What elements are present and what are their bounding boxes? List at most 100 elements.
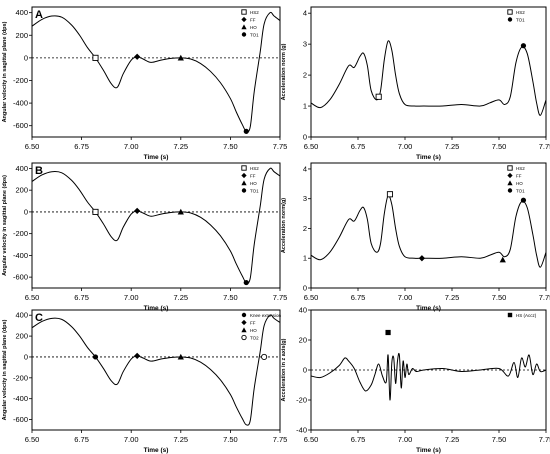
legend-label: TO1 [516, 18, 525, 23]
y-tick-label: -20 [296, 396, 307, 405]
event-marker-ff [134, 207, 141, 214]
event-marker-ff [134, 53, 141, 60]
chart-panel-1: 6.50 6.75 7.00 7.25 7.50 7.75 Time (s) 400 200 0 -… [2, 6, 288, 161]
legend-symbol [241, 165, 247, 171]
legend-symbol [507, 17, 513, 22]
legend-symbol [241, 180, 247, 186]
chart-panel-6: 6.50 6.75 7.00 7.25 7.50 7.75 Time (s) 40 20 0 -20… [281, 306, 550, 454]
event-marker-knee-extension [92, 354, 99, 360]
x-tick-label: 6.50 [304, 293, 319, 302]
y-tick-label: -600 [13, 273, 28, 282]
x-tick-label: 7.75 [539, 142, 550, 151]
x-tick-label: 7.75 [273, 142, 288, 151]
y-tick-label: 20 [299, 336, 307, 345]
x-axis-label: Time (s) [416, 154, 441, 161]
legend-label: FF [250, 321, 256, 326]
y-axis-label: Acceleration norm(g) [281, 198, 287, 253]
plot-frame [310, 162, 547, 289]
event-marker-hs-accz- [385, 329, 391, 336]
x-tick-label: 7.25 [445, 293, 460, 302]
series-line [31, 167, 281, 284]
x-tick-label: 7.75 [539, 435, 550, 444]
y-tick-label: -400 [13, 394, 28, 403]
legend-label: HS (Accz) [516, 313, 537, 318]
legend-symbol [507, 180, 513, 186]
event-marker-ff [134, 352, 141, 360]
y-tick-label: 0 [303, 284, 307, 293]
x-tick-label: 7.25 [173, 142, 188, 151]
chart-panel-4: 6.50 6.75 7.00 7.25 7.50 7.75 Time (s) 4 3 2 1 0 Acc… [281, 162, 550, 312]
event-marker-to1 [520, 43, 527, 49]
legend-symbol [507, 312, 513, 318]
y-tick-label: 2 [303, 71, 307, 80]
x-tick-label: 7.50 [492, 293, 507, 302]
legend-symbol [241, 16, 247, 23]
y-axis-label: Acceleration norm (g) [281, 43, 287, 100]
x-tick-label: 7.00 [398, 435, 413, 444]
y-tick-label: 4 [303, 9, 307, 18]
legend-symbol [241, 188, 247, 193]
x-tick-label: 7.50 [492, 435, 507, 444]
x-tick-label: 6.75 [351, 435, 366, 444]
event-marker-hs2 [92, 54, 99, 61]
legend-label: TO1 [250, 189, 259, 194]
y-tick-label: 40 [299, 306, 307, 315]
plot-frame [31, 309, 281, 431]
x-axis-label: Time (s) [144, 447, 169, 454]
y-axis-label: Angular velocity in sagittal plane (dps) [2, 319, 8, 420]
y-tick-label: 0 [24, 207, 28, 216]
x-tick-label: 7.75 [273, 435, 288, 444]
y-tick-label: 400 [15, 164, 28, 173]
legend-symbol [241, 312, 247, 318]
y-tick-label: 3 [303, 40, 307, 49]
x-axis-label: Time (s) [144, 154, 169, 161]
legend-symbol [241, 327, 247, 333]
legend-symbol [507, 172, 513, 179]
x-tick-label: 6.50 [304, 435, 319, 444]
legend-symbol [507, 188, 513, 193]
event-marker-to1 [243, 128, 249, 134]
x-tick-label: 6.75 [74, 435, 89, 444]
x-tick-label: 6.75 [74, 142, 89, 151]
x-axis-label: Time (s) [416, 447, 441, 454]
event-marker-to1 [243, 279, 249, 286]
x-tick-label: 7.00 [124, 435, 139, 444]
event-marker-to1 [520, 197, 527, 203]
legend-label: TO2 [250, 336, 259, 341]
legend-symbol [241, 24, 247, 30]
plot-frame [31, 6, 281, 138]
plot-frame [310, 6, 547, 138]
y-tick-label: -200 [13, 76, 28, 85]
chart-panel-3: 6.50 6.75 7.00 7.25 7.50 7.75 Time (s) 400 200 0 -… [2, 162, 287, 312]
legend-label: HO [250, 181, 257, 186]
legend-label: HS2 [516, 166, 525, 171]
x-tick-label: 6.50 [25, 435, 40, 444]
y-tick-label: -600 [13, 121, 28, 130]
legend-label: HO [250, 328, 257, 333]
y-tick-label: 400 [15, 311, 28, 320]
y-tick-label: -200 [13, 373, 28, 382]
legend-symbol [241, 319, 247, 326]
y-axis-label: Angular velocity in sagittal plane (dps) [2, 175, 8, 276]
y-tick-label: 0 [24, 53, 28, 62]
x-tick-label: 6.75 [351, 142, 366, 151]
y-tick-label: -400 [13, 251, 28, 260]
y-tick-label: 1 [303, 254, 307, 263]
legend-label: TO1 [516, 189, 525, 194]
y-tick-label: 4 [303, 164, 307, 173]
y-tick-label: 200 [15, 186, 28, 195]
legend-symbol [507, 9, 513, 15]
y-tick-label: 2 [303, 224, 307, 233]
legend-label: HS2 [250, 10, 259, 15]
y-tick-label: 200 [15, 31, 28, 40]
x-tick-label: 7.00 [124, 293, 139, 302]
x-tick-label: 7.50 [223, 142, 238, 151]
y-tick-label: 0 [303, 133, 307, 142]
legend-label: HS2 [250, 166, 259, 171]
y-tick-label: -200 [13, 229, 28, 238]
y-axis-label: Angular velocity in sagittal plane (dps) [2, 21, 8, 122]
legend-label: FF [250, 174, 256, 179]
legend-label: HS2 [516, 10, 525, 15]
event-marker-ff [418, 255, 426, 262]
